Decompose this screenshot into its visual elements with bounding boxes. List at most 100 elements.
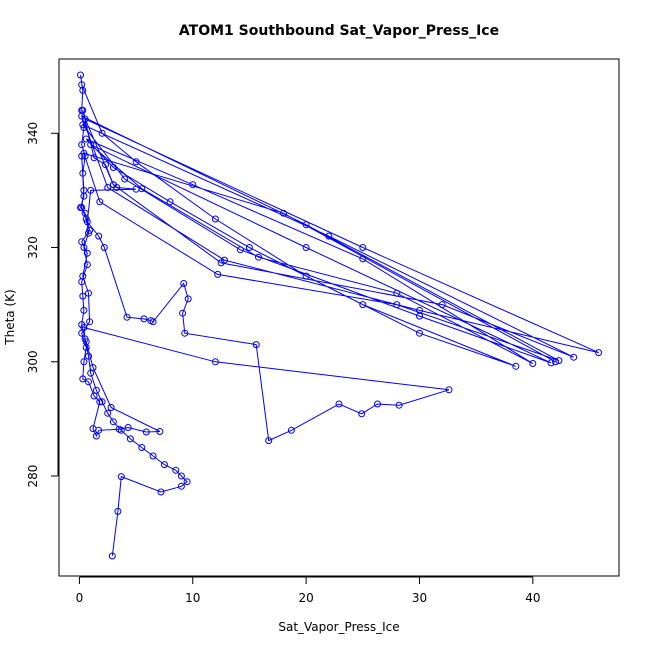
- y-axis-label: Theta (K): [3, 289, 17, 345]
- chart-title: ATOM1 Southbound Sat_Vapor_Press_Ice: [179, 23, 499, 39]
- data-point: [83, 249, 91, 257]
- data-point: [172, 466, 180, 474]
- data-point: [393, 301, 401, 309]
- data-point: [393, 289, 401, 297]
- data-point: [86, 226, 94, 234]
- data-point: [108, 552, 116, 560]
- data-point: [236, 246, 244, 254]
- data-point: [121, 175, 129, 183]
- data-point: [359, 255, 367, 263]
- data-point: [86, 318, 94, 326]
- data-point: [78, 141, 86, 149]
- data-point: [552, 358, 559, 366]
- plot-frame: [58, 58, 620, 577]
- data-point: [78, 81, 86, 89]
- data-point: [177, 482, 185, 490]
- data-point: [166, 198, 174, 206]
- data-point: [149, 452, 157, 460]
- data-point: [83, 218, 91, 226]
- data-point: [115, 425, 123, 433]
- data-point: [109, 418, 117, 426]
- data-point: [92, 386, 100, 394]
- data-point: [95, 426, 103, 434]
- data-point: [445, 386, 453, 394]
- data-point: [87, 186, 95, 194]
- data-point: [416, 306, 423, 314]
- data-point: [160, 461, 168, 469]
- data-point: [177, 472, 185, 480]
- data-point: [85, 289, 92, 297]
- data-point: [181, 329, 189, 337]
- data-point: [80, 306, 88, 314]
- x-axis: 0 10 20 30 40: [76, 576, 540, 605]
- data-point: [85, 352, 92, 360]
- data-point: [302, 221, 310, 229]
- data-point: [302, 272, 310, 280]
- data-point: [189, 181, 197, 189]
- data-point: [395, 401, 403, 409]
- data-point: [595, 349, 603, 357]
- data-point: [555, 357, 563, 365]
- data-point: [287, 426, 295, 434]
- data-point: [325, 232, 333, 240]
- y-axis: 280 300 320 340: [26, 122, 59, 487]
- data-point: [89, 364, 97, 371]
- data-point: [438, 301, 446, 309]
- data-point: [82, 338, 90, 346]
- data-point: [157, 488, 165, 496]
- data-point: [87, 369, 95, 377]
- data-point: [252, 341, 260, 349]
- data-point: [358, 410, 366, 418]
- data-point: [95, 232, 103, 240]
- data-point: [183, 478, 191, 486]
- series-line: [80, 84, 599, 367]
- data-point: [102, 161, 109, 169]
- data-point: [78, 152, 86, 160]
- y-tick-label: 340: [26, 122, 40, 145]
- data-point: [79, 106, 87, 114]
- y-tick-label: 300: [26, 350, 40, 373]
- data-point: [123, 313, 131, 321]
- data-point: [113, 184, 121, 191]
- data-point: [245, 244, 253, 251]
- series-3: [79, 106, 453, 445]
- data-point: [90, 392, 98, 400]
- x-tick-label: 30: [412, 591, 427, 605]
- data-point: [126, 435, 134, 443]
- data-point: [85, 378, 92, 386]
- x-tick-label: 20: [298, 591, 313, 605]
- data-point: [117, 473, 125, 481]
- data-point: [302, 244, 310, 251]
- data-point: [77, 204, 84, 211]
- series-line: [79, 156, 161, 438]
- data-point: [359, 244, 367, 251]
- data-point: [96, 398, 104, 406]
- data-point: [83, 261, 91, 269]
- data-point: [77, 71, 84, 79]
- data-point: [140, 315, 148, 323]
- data-point: [211, 358, 219, 366]
- data-point: [156, 428, 164, 435]
- data-point: [255, 253, 262, 261]
- y-tick-label: 320: [26, 236, 40, 259]
- data-point: [547, 359, 555, 367]
- data-point: [92, 432, 100, 440]
- data-point: [100, 244, 108, 251]
- data-point: [78, 329, 86, 337]
- data-point: [374, 400, 381, 408]
- x-tick-label: 10: [185, 591, 200, 605]
- data-point: [221, 256, 228, 264]
- data-point: [107, 404, 115, 411]
- data-point: [78, 238, 86, 246]
- data-point: [138, 444, 146, 451]
- data-point: [81, 209, 89, 217]
- data-point: [79, 292, 87, 300]
- data-point: [512, 362, 520, 370]
- series-line: [82, 110, 450, 442]
- x-tick-label: 40: [525, 591, 540, 605]
- data-point: [79, 272, 87, 280]
- data-point: [79, 375, 87, 383]
- data-point: [265, 437, 273, 445]
